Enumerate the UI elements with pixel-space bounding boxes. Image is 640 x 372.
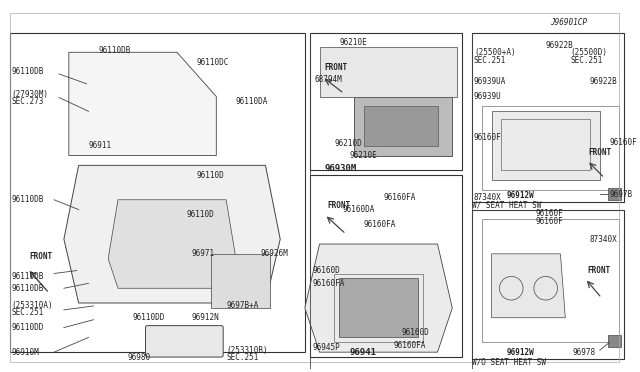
Text: 96939UA: 96939UA	[474, 77, 506, 86]
Text: 96926M: 96926M	[260, 249, 288, 258]
Text: FRONT: FRONT	[587, 266, 610, 275]
Text: 96210D: 96210D	[334, 139, 362, 148]
Text: J96901CP: J96901CP	[550, 18, 588, 27]
Bar	[472, 209, 625, 359]
Text: 96912W: 96912W	[506, 348, 534, 357]
Text: 87340X: 87340X	[590, 235, 618, 244]
Text: (25500+A): (25500+A)	[474, 48, 516, 57]
Text: 87340X: 87340X	[474, 193, 502, 202]
Bar	[482, 106, 620, 190]
Text: 96160D: 96160D	[313, 266, 340, 275]
Text: 96110DD: 96110DD	[12, 323, 44, 332]
Text: 9697B: 9697B	[609, 190, 633, 199]
Text: 96160FA: 96160FA	[364, 220, 396, 229]
Text: (27930M): (27930M)	[12, 90, 49, 99]
Text: (253310A): (253310A)	[12, 301, 53, 311]
Text: 96110DB: 96110DB	[12, 272, 44, 281]
Text: 96210E: 96210E	[349, 151, 377, 160]
Text: 96945P: 96945P	[313, 343, 340, 352]
Text: FRONT: FRONT	[29, 252, 52, 261]
Text: 96971: 96971	[192, 249, 215, 258]
Text: 96978: 96978	[572, 348, 595, 357]
Text: 96160F: 96160F	[536, 209, 564, 218]
Text: 96160F: 96160F	[536, 217, 564, 226]
Text: 96980: 96980	[128, 353, 151, 362]
Text: FRONT: FRONT	[324, 62, 348, 71]
Text: 96110D: 96110D	[196, 171, 225, 180]
Bar	[334, 273, 423, 342]
Polygon shape	[492, 254, 565, 318]
Text: 96930M: 96930M	[324, 164, 356, 173]
Text: FRONT: FRONT	[588, 148, 611, 157]
Text: 96110DA: 96110DA	[236, 97, 268, 106]
Text: SEC.251: SEC.251	[226, 353, 259, 362]
Text: 96110DB: 96110DB	[12, 67, 44, 77]
Text: 96922B: 96922B	[590, 77, 618, 86]
Bar	[211, 254, 270, 308]
Text: (253310B): (253310B)	[226, 346, 268, 355]
Text: 96160D: 96160D	[401, 328, 429, 337]
Text: 96912N: 96912N	[192, 313, 220, 322]
Text: 96110DC: 96110DC	[196, 58, 229, 67]
Text: 9697B+A: 9697B+A	[226, 301, 259, 311]
Text: SEC.251: SEC.251	[12, 308, 44, 317]
Bar	[607, 336, 621, 347]
Bar	[310, 175, 462, 357]
Text: 96910M: 96910M	[12, 348, 40, 357]
Text: 96110DB: 96110DB	[12, 195, 44, 204]
Bar	[472, 33, 625, 202]
Text: 96160F: 96160F	[474, 133, 502, 142]
Bar	[482, 219, 620, 342]
Bar	[310, 33, 462, 170]
Text: 96912W: 96912W	[506, 191, 534, 201]
Bar	[339, 278, 418, 337]
Bar	[607, 188, 621, 200]
Text: 96911: 96911	[88, 141, 111, 150]
Polygon shape	[108, 200, 236, 288]
Polygon shape	[492, 111, 600, 180]
Text: 96110DD: 96110DD	[132, 313, 165, 322]
Text: 68794M: 68794M	[315, 75, 342, 84]
Text: 96939U: 96939U	[474, 92, 502, 101]
Text: SEC.251: SEC.251	[570, 56, 603, 65]
Text: W/ SEAT HEAT SW: W/ SEAT HEAT SW	[472, 200, 541, 209]
Text: 96110DB: 96110DB	[12, 284, 44, 293]
Polygon shape	[69, 52, 216, 155]
Text: FRONT: FRONT	[328, 201, 351, 210]
Text: 96210E: 96210E	[339, 38, 367, 47]
Bar	[10, 33, 305, 352]
Text: 96160FA: 96160FA	[313, 279, 345, 288]
Text: 96160DA: 96160DA	[342, 205, 374, 214]
Text: SEC.251: SEC.251	[474, 56, 506, 65]
Text: 96110DB: 96110DB	[99, 46, 131, 55]
Bar	[364, 106, 438, 146]
Text: 96160FA: 96160FA	[383, 193, 416, 202]
Text: 96160FA: 96160FA	[394, 341, 426, 350]
Text: 96160F: 96160F	[609, 138, 637, 147]
Text: W/O SEAT HEAT SW: W/O SEAT HEAT SW	[472, 357, 546, 366]
Text: 96941: 96941	[349, 348, 376, 357]
Text: (25500D): (25500D)	[570, 48, 607, 57]
Text: 96922B: 96922B	[546, 41, 573, 50]
FancyBboxPatch shape	[145, 326, 223, 357]
Polygon shape	[354, 96, 452, 155]
Polygon shape	[305, 244, 452, 352]
Text: 96110D: 96110D	[187, 210, 214, 219]
Polygon shape	[64, 165, 280, 303]
Text: SEC.273: SEC.273	[12, 97, 44, 106]
Polygon shape	[319, 47, 457, 96]
